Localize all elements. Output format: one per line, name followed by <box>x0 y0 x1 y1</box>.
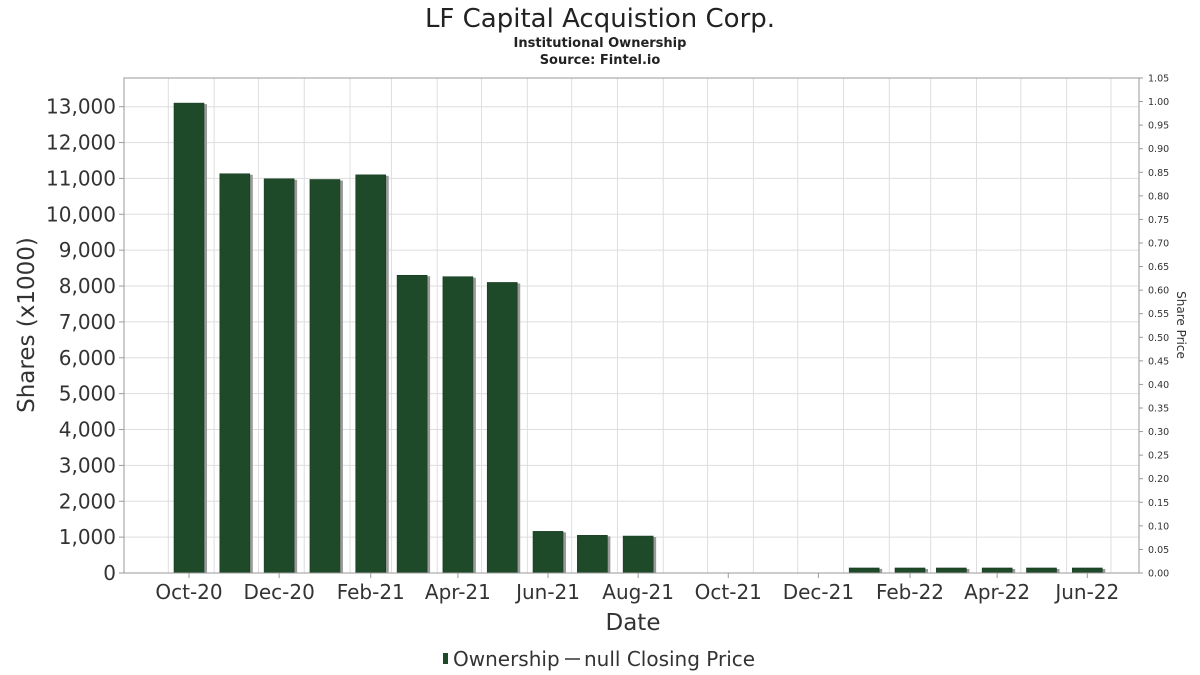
y-tick-label: 9,000 <box>59 238 116 262</box>
ownership-bar <box>486 282 518 574</box>
x-tick-label: Feb-21 <box>337 580 405 604</box>
ownership-bar <box>577 535 608 574</box>
y2-tick-label: 0.30 <box>1148 427 1169 438</box>
y-tick-label: 12,000 <box>46 131 116 155</box>
y2-tick-label: 1.05 <box>1148 74 1169 85</box>
y2-tick-label: 0.65 <box>1148 262 1169 273</box>
ownership-bar <box>981 567 1013 574</box>
ownership-bar <box>219 173 251 574</box>
x-axis-ticks: Oct-20 Dec-20 Feb-21 Apr-21 Jun-21 Aug-21 Oct-… <box>155 573 1119 604</box>
x-axis-title: Date <box>606 610 661 636</box>
y2-tick-label: 0.35 <box>1148 404 1169 415</box>
plot-area-frame <box>123 77 1140 574</box>
ownership-bar <box>936 567 967 574</box>
y-axis-ticks: 0 1,000 2,000 3,000 4,000 5,000 6,000 7,000 8,00… <box>46 95 124 585</box>
x-tick-label: Jun-21 <box>514 580 580 604</box>
legend: Ownership null Closing Price <box>443 647 755 671</box>
ownership-bar <box>173 102 205 574</box>
x-tick-label: Feb-22 <box>876 580 944 604</box>
y2-axis-ticks: 0.00 0.05 0.10 0.15 0.20 0.25 0.30 0.35 0.40 0.45… <box>1139 74 1169 580</box>
chart-source: Source: Fintel.io <box>540 53 661 68</box>
y2-tick-label: 0.70 <box>1148 239 1169 250</box>
ownership-bar <box>442 276 474 574</box>
y2-tick-label: 0.00 <box>1148 569 1169 580</box>
ownership-bar <box>263 178 295 574</box>
y-tick-label: 3,000 <box>59 453 116 477</box>
ownership-bar <box>532 531 564 574</box>
y2-tick-label: 0.05 <box>1148 545 1169 556</box>
x-tick-label: Oct-21 <box>695 580 762 604</box>
y-tick-label: 5,000 <box>59 382 116 406</box>
y2-tick-label: 0.75 <box>1148 215 1169 226</box>
y2-tick-label: 0.60 <box>1148 286 1169 297</box>
y2-tick-label: 0.15 <box>1148 498 1169 509</box>
y2-tick-label: 0.10 <box>1148 521 1169 532</box>
x-tick-label: Aug-21 <box>602 580 674 604</box>
chart-title: LF Capital Acquistion Corp. <box>425 4 775 34</box>
y2-tick-label: 0.90 <box>1148 144 1169 155</box>
y2-tick-label: 0.55 <box>1148 309 1169 320</box>
y-tick-label: 0 <box>103 561 116 585</box>
x-tick-label: Apr-22 <box>964 580 1030 604</box>
y2-tick-label: 0.95 <box>1148 121 1169 132</box>
y2-tick-label: 0.85 <box>1148 168 1169 179</box>
x-tick-label: Oct-20 <box>155 580 222 604</box>
y-tick-label: 6,000 <box>59 346 116 370</box>
y2-tick-label: 0.20 <box>1148 474 1169 485</box>
ownership-bar <box>1071 567 1103 574</box>
bars-layer <box>173 102 1106 574</box>
y-tick-label: 2,000 <box>59 489 116 513</box>
x-tick-label: Dec-21 <box>783 580 854 604</box>
y-tick-label: 10,000 <box>46 202 116 226</box>
y2-axis-title: Share Price <box>1174 291 1188 359</box>
y-tick-label: 7,000 <box>59 310 116 334</box>
chart-subtitle: Institutional Ownership <box>514 36 687 51</box>
ownership-bar <box>309 179 341 574</box>
y2-tick-label: 1.00 <box>1148 97 1169 108</box>
ownership-bar <box>622 535 654 574</box>
ownership-bar <box>355 174 387 574</box>
y-tick-label: 11,000 <box>46 166 116 190</box>
x-tick-label: Apr-21 <box>425 580 491 604</box>
x-tick-label: Jun-22 <box>1053 580 1119 604</box>
x-tick-label: Dec-20 <box>243 580 314 604</box>
y-tick-label: 8,000 <box>59 274 116 298</box>
y2-tick-label: 0.80 <box>1148 191 1169 202</box>
ownership-bar <box>894 567 926 574</box>
y-tick-label: 1,000 <box>59 525 116 549</box>
ownership-bar <box>848 567 880 574</box>
y-axis-title: Shares (x1000) <box>14 237 40 413</box>
y-tick-label: 13,000 <box>46 95 116 119</box>
legend-price-label: null Closing Price <box>584 647 755 671</box>
ownership-bar <box>396 274 428 574</box>
y-tick-label: 4,000 <box>59 418 116 442</box>
legend-ownership-label: Ownership <box>453 647 560 671</box>
ownership-bar <box>1026 567 1057 574</box>
y2-tick-label: 0.25 <box>1148 451 1169 462</box>
y2-tick-label: 0.45 <box>1148 356 1169 367</box>
legend-ownership-swatch-icon <box>443 653 448 664</box>
y2-tick-label: 0.40 <box>1148 380 1169 391</box>
y2-tick-label: 0.50 <box>1148 333 1169 344</box>
